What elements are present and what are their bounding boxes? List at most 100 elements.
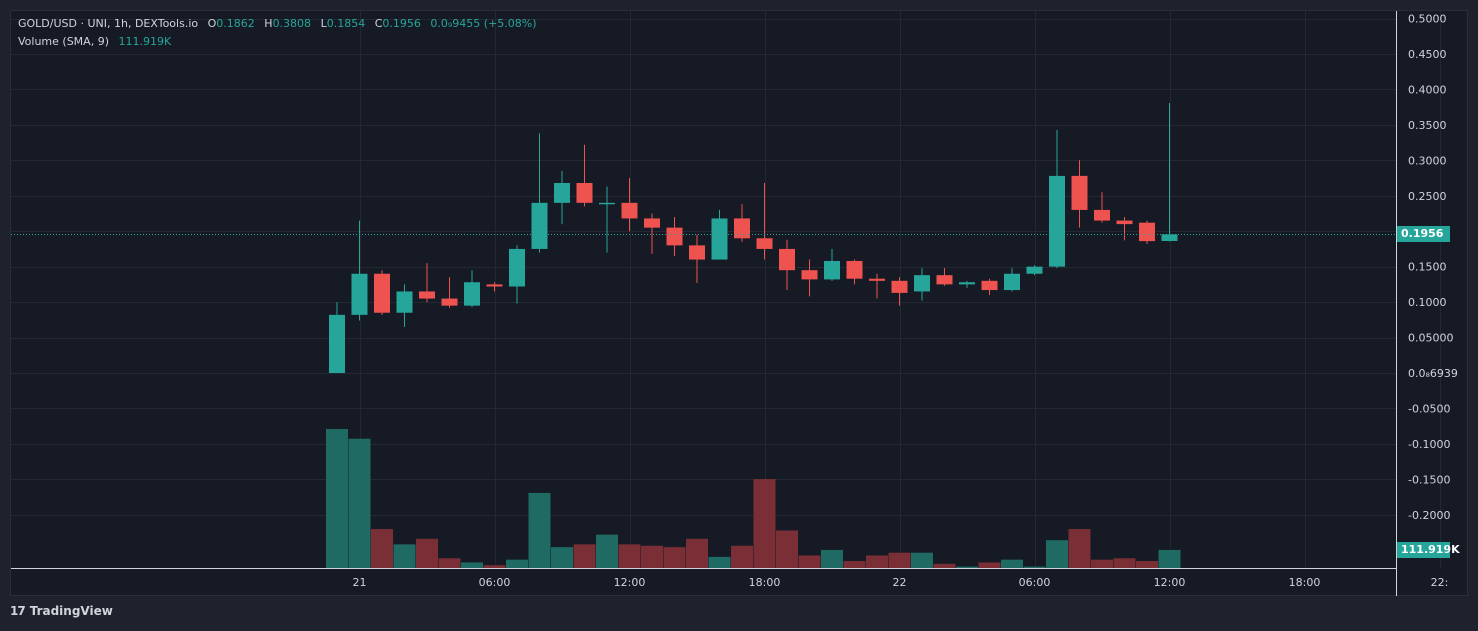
candle-body (1139, 222, 1155, 242)
price-tick-label: 0.4000 (1408, 83, 1447, 96)
volume-bar (348, 438, 371, 568)
volume-bar (708, 556, 731, 568)
candle-body (869, 278, 885, 281)
low-value: 0.1854 (326, 17, 366, 30)
candle-body (936, 275, 953, 285)
candle-body (1161, 234, 1178, 241)
price-tick-label: 0.3500 (1408, 119, 1447, 132)
candle-body (801, 270, 818, 280)
open-value: 0.1862 (216, 17, 255, 30)
tradingview-logo[interactable]: 17 TradingView (10, 604, 113, 618)
time-tick-label: 18:00 (1289, 576, 1321, 589)
volume-bar (1068, 529, 1091, 568)
candle-body (396, 291, 413, 313)
candle-body (351, 273, 368, 315)
price-tick-label: 0.0₈6939 (1408, 367, 1458, 380)
candle-body (621, 202, 638, 219)
tradingview-icon: 17 (10, 604, 26, 618)
volume-bar (506, 559, 528, 568)
price-tick-label: 0.05000 (1408, 332, 1454, 345)
time-tick-label: 06:00 (1019, 576, 1051, 589)
candle-body (846, 260, 863, 279)
candle-body (374, 273, 390, 313)
close-value: 0.1956 (382, 17, 421, 30)
candle-body (1094, 209, 1110, 221)
last-price-badge: 0.1956 (1397, 226, 1450, 242)
volume-bar (753, 479, 776, 568)
price-tick-label: -0.1000 (1408, 438, 1450, 451)
candle-body (711, 218, 728, 260)
volume-bar (798, 555, 821, 568)
volume-badge: 111.919K (1397, 542, 1460, 558)
time-tick-label: 21 (353, 576, 367, 589)
candle-body (756, 238, 773, 249)
volume-bar (978, 562, 1001, 568)
candle-body (599, 202, 615, 205)
candle-body (959, 282, 975, 285)
candle-body (1026, 266, 1043, 274)
price-tick-label: 0.1000 (1408, 296, 1447, 309)
volume-bar (528, 492, 551, 568)
volume-bar (573, 544, 596, 568)
open-key: O (207, 17, 217, 30)
volume-bar (911, 552, 933, 568)
candle-body (1071, 175, 1088, 210)
candle-body (531, 202, 548, 249)
time-tick-label: 06:00 (479, 576, 511, 589)
candle-body (509, 248, 525, 287)
candle-body (419, 291, 435, 299)
close-key: C (374, 17, 383, 30)
volume-bar (821, 549, 843, 568)
candle-body (734, 218, 750, 239)
volume-bar (1091, 559, 1113, 568)
volume-value: 111.919K (118, 35, 172, 48)
volume-bar (618, 544, 641, 568)
volume-label: Volume (SMA, 9) (18, 35, 109, 48)
volume-bar (393, 544, 416, 568)
price-tick-label: 0.4500 (1408, 48, 1447, 61)
volume-bar (888, 552, 911, 568)
volume-bar (371, 529, 393, 568)
candle-body (914, 275, 930, 292)
volume-bar (1023, 566, 1046, 568)
candle-body (554, 182, 570, 203)
price-tick-label: 0.3000 (1408, 154, 1447, 167)
change-value: 0.0₉9455 (+5.08%) (430, 17, 537, 30)
volume-bar (326, 429, 348, 568)
volume-bar (1158, 549, 1181, 568)
candle-body (576, 182, 593, 203)
volume-bar (866, 555, 888, 568)
price-tick-label: 0.1500 (1408, 261, 1447, 274)
candle-body (666, 227, 683, 246)
price-tick-label: -0.0500 (1408, 402, 1450, 415)
volume-bar (416, 538, 438, 568)
volume-legend: Volume (SMA, 9) 111.919K (18, 35, 177, 48)
high-key: H (264, 17, 273, 30)
volume-bar (731, 545, 753, 568)
volume-bar (1136, 561, 1158, 568)
candle-body (464, 282, 480, 306)
time-tick-label: 12:00 (614, 576, 646, 589)
price-tick-label: -0.2000 (1408, 509, 1450, 522)
volume-bar (1113, 558, 1136, 568)
candle-body (329, 314, 345, 373)
candle-body (981, 280, 998, 291)
symbol-label: GOLD/USD · UNI, 1h, DEXTools.io (18, 17, 199, 30)
volume-bar (551, 547, 573, 568)
volume-bar (956, 566, 978, 568)
time-tick-label: 22 (893, 576, 907, 589)
price-tick-label: 0.2500 (1408, 190, 1447, 203)
price-tick-label: -0.1500 (1408, 473, 1450, 486)
high-value: 0.3808 (272, 17, 312, 30)
candle-body (486, 284, 503, 287)
volume-bar (776, 530, 798, 568)
candle-body (689, 245, 705, 260)
volume-bar (438, 558, 461, 568)
volume-bar (933, 563, 956, 568)
candle-body (644, 218, 660, 228)
candle-body (779, 248, 795, 271)
tradingview-name: TradingView (29, 604, 113, 618)
time-tick-label: 22: (1431, 576, 1449, 589)
candle-body (891, 280, 908, 293)
